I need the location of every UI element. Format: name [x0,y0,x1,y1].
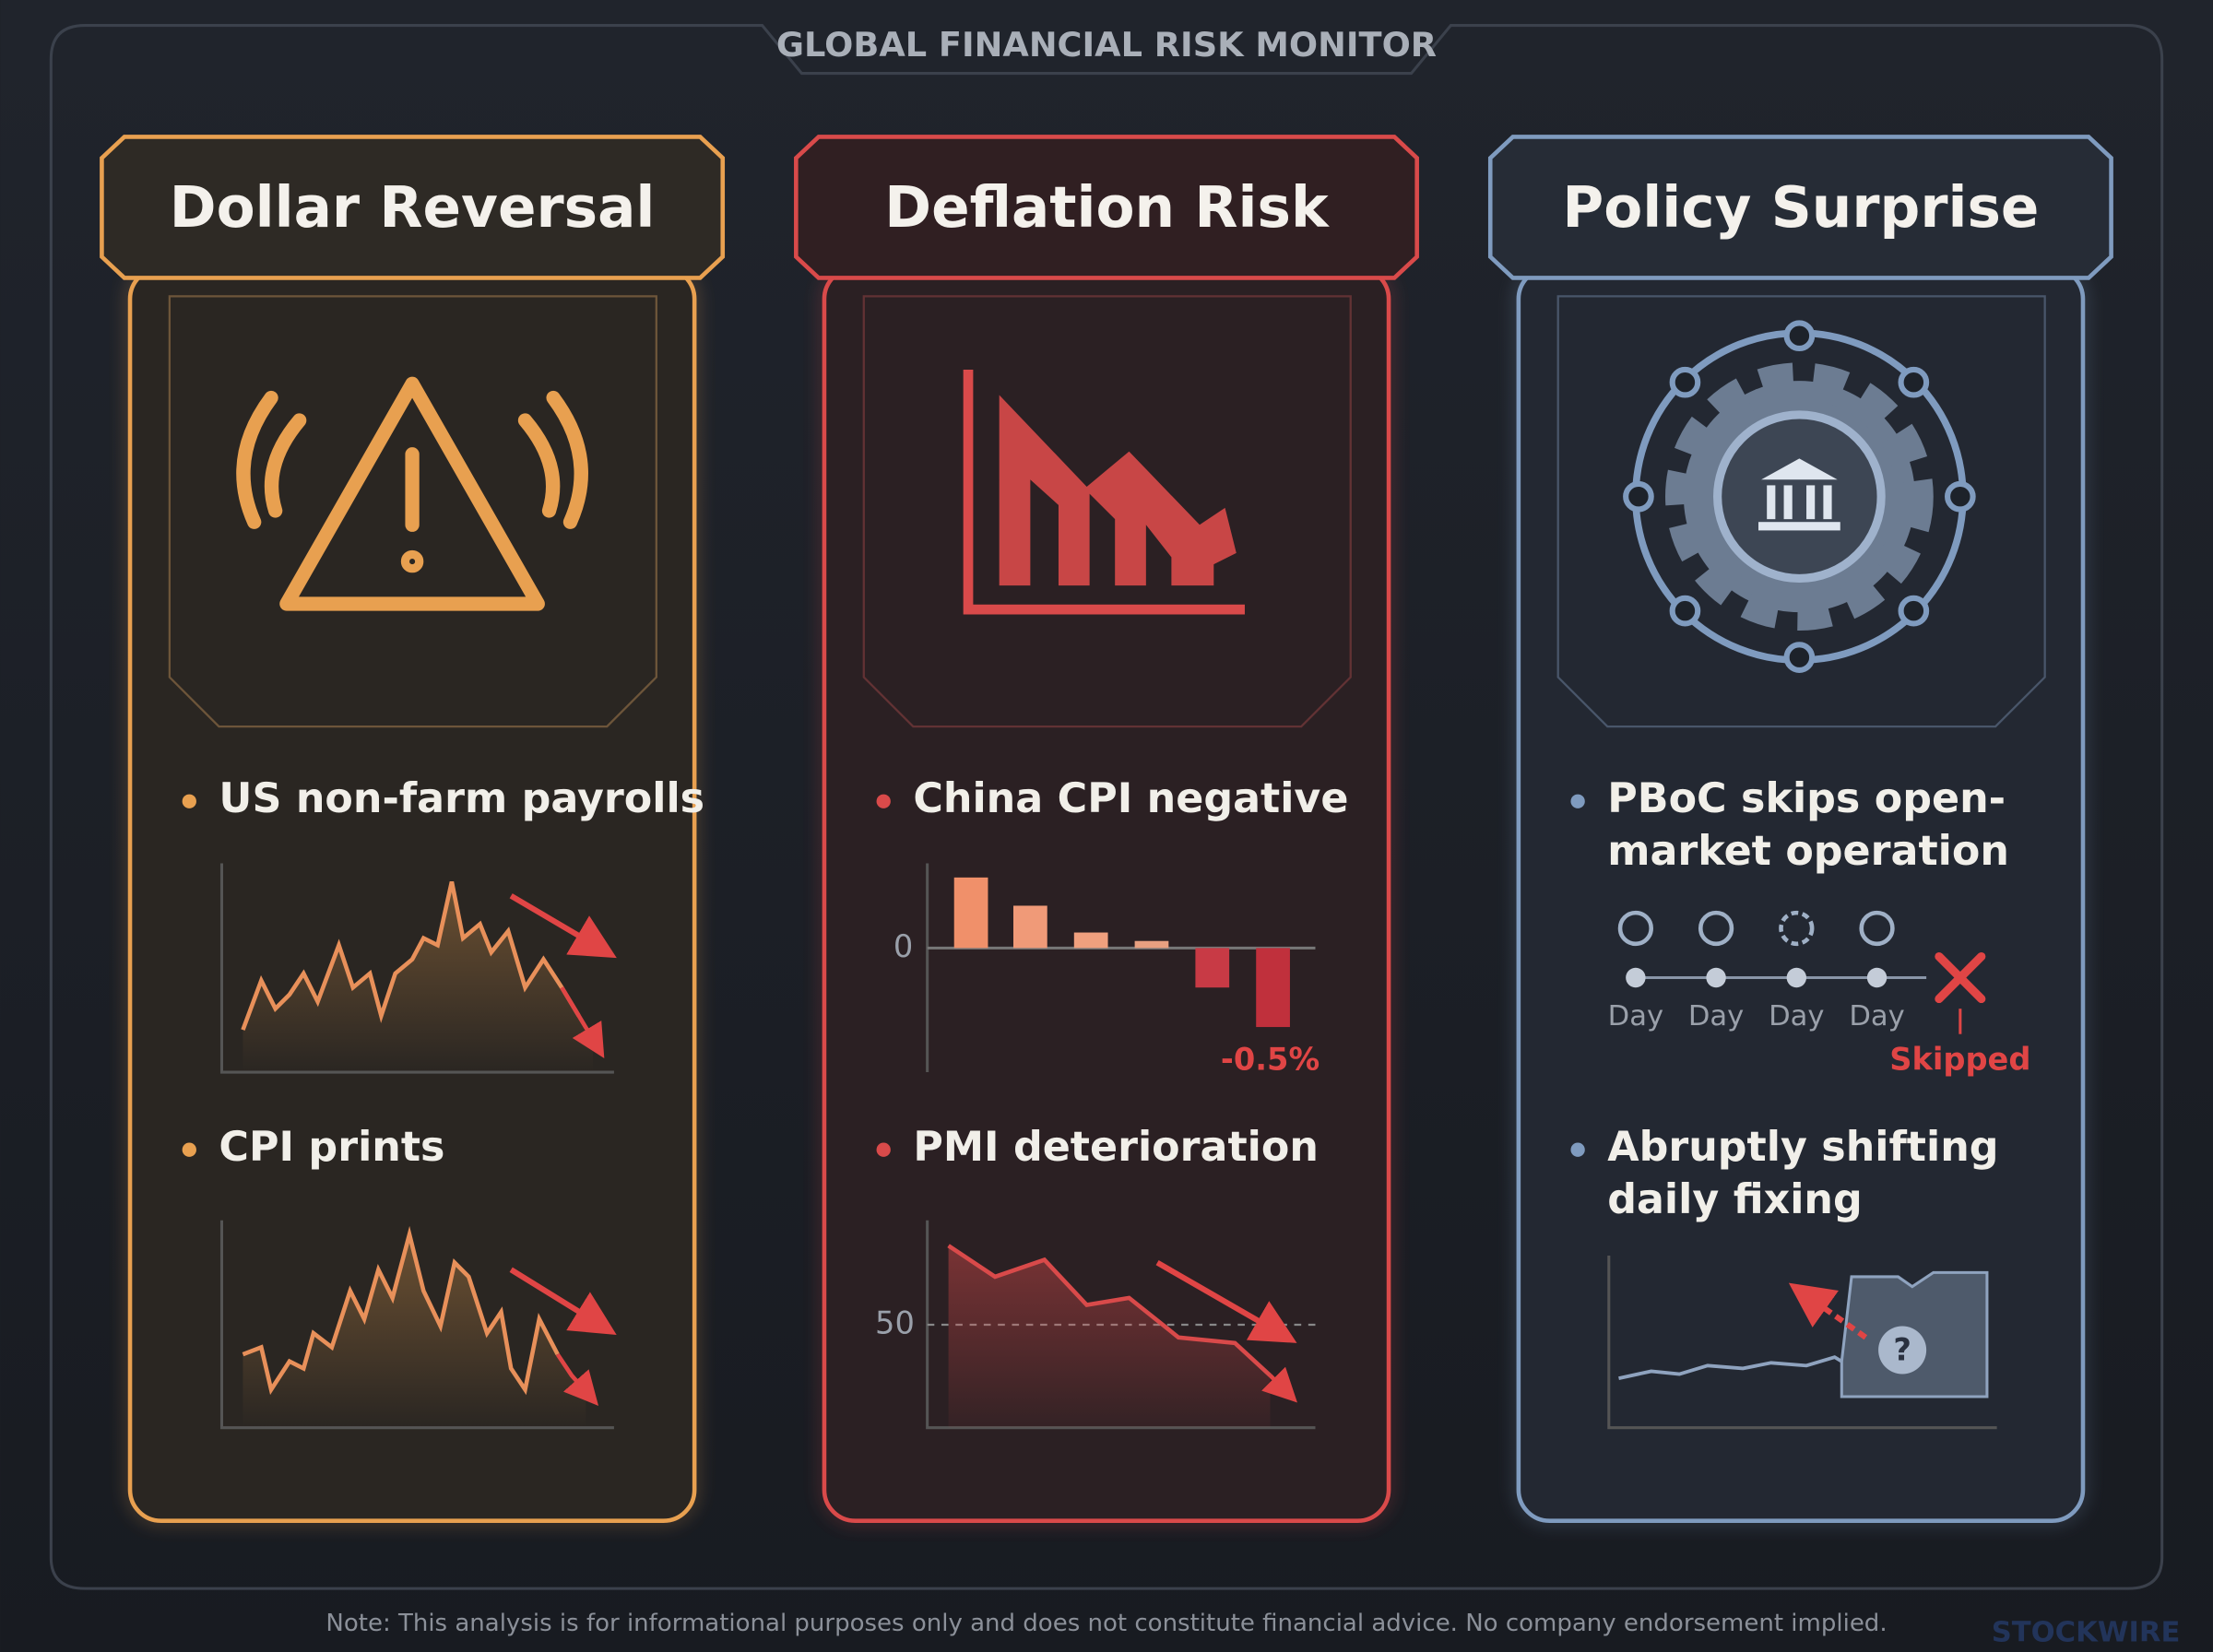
bullet-text: market operation [1607,828,2009,875]
svg-text:?: ? [1893,1332,1911,1368]
bullet-text: US non-farm payrolls [219,775,704,822]
day-label: Day [1849,1000,1904,1032]
fixing-chart: ? [1607,1255,1997,1430]
bullet-text: CPI prints [219,1124,444,1171]
day-label: Day [1769,1000,1824,1032]
axis-tick: 0 [893,928,913,964]
bullet-text: China CPI negative [913,775,1348,822]
panel-title: Dollar Reversal [170,175,656,241]
bullet-text: PBoC skips open- [1607,775,2006,822]
footer-note: Note: This analysis is for informational… [325,1610,1887,1637]
decline-icon [963,369,1245,615]
outer-frame [49,24,2164,1590]
cpi-sparkline [219,1220,617,1430]
day-timeline [1617,910,1986,1034]
panel-title: Policy Surprise [1562,175,2039,241]
bullets [182,794,1585,1157]
china-cpi-chart [926,863,1316,1073]
page-title: GLOBAL FINANCIAL RISK MONITOR [776,25,1437,65]
bullet-text: PMI deterioration [913,1124,1319,1171]
pmi-chart [926,1220,1316,1430]
bullet-text: Abruptly shifting [1607,1124,1998,1171]
policy-gear-icon [1623,320,1976,673]
panel-title: Deflation Risk [884,175,1330,241]
value-label: -0.5% [1221,1041,1320,1077]
payrolls-sparkline [219,863,617,1074]
brand: STOCKWIRE [1992,1617,2181,1649]
day-label: Day [1688,1000,1744,1032]
day-label: Day [1608,1000,1663,1032]
axis-tick: 50 [875,1304,915,1340]
bullet-text: daily fixing [1607,1176,1863,1223]
skipped-label: Skipped [1889,1041,2030,1077]
warning-icon [236,376,588,611]
